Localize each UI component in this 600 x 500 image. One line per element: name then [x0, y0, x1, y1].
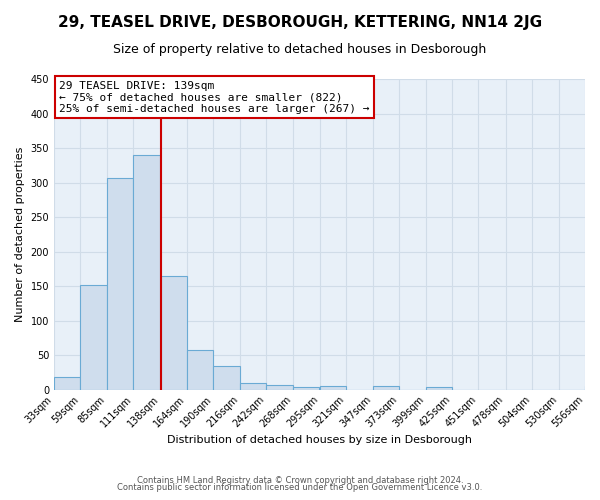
Text: Contains HM Land Registry data © Crown copyright and database right 2024.: Contains HM Land Registry data © Crown c… [137, 476, 463, 485]
Bar [187, 350, 214, 390]
X-axis label: Distribution of detached houses by size in Desborough: Distribution of detached houses by size … [167, 435, 472, 445]
Bar [214, 366, 240, 390]
Bar [133, 155, 160, 390]
Bar [425, 387, 452, 390]
Bar [80, 284, 107, 390]
Text: 29 TEASEL DRIVE: 139sqm
← 75% of detached houses are smaller (822)
25% of semi-d: 29 TEASEL DRIVE: 139sqm ← 75% of detache… [59, 80, 370, 114]
Text: 29, TEASEL DRIVE, DESBOROUGH, KETTERING, NN14 2JG: 29, TEASEL DRIVE, DESBOROUGH, KETTERING,… [58, 15, 542, 30]
Bar [161, 276, 187, 390]
Bar [240, 383, 266, 390]
Bar [54, 377, 80, 390]
Bar [320, 386, 346, 390]
Bar [293, 387, 319, 390]
Bar [585, 386, 600, 390]
Bar [107, 178, 133, 390]
Bar [266, 385, 293, 390]
Bar [373, 386, 399, 390]
Text: Size of property relative to detached houses in Desborough: Size of property relative to detached ho… [113, 42, 487, 56]
Y-axis label: Number of detached properties: Number of detached properties [15, 146, 25, 322]
Text: Contains public sector information licensed under the Open Government Licence v3: Contains public sector information licen… [118, 483, 482, 492]
